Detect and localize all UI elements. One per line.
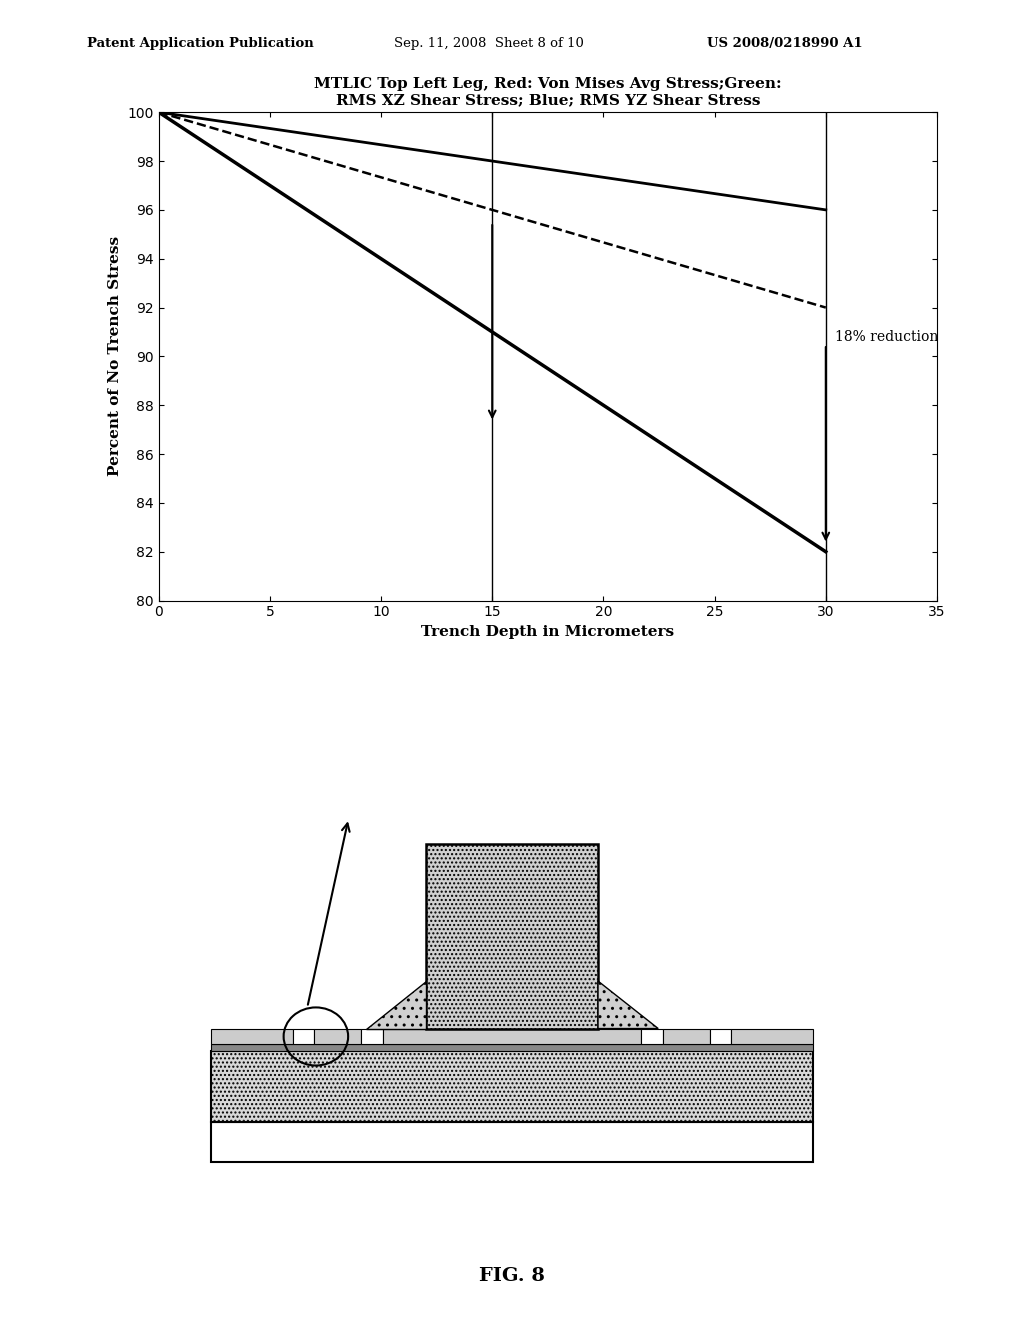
Bar [731,1028,813,1044]
Polygon shape [598,981,658,1028]
Bar [383,1028,641,1044]
Text: FIG. 8: FIG. 8 [479,1267,545,1286]
Text: Sep. 11, 2008  Sheet 8 of 10: Sep. 11, 2008 Sheet 8 of 10 [394,37,584,50]
Bar [641,1028,663,1044]
Y-axis label: Percent of No Trench Stress: Percent of No Trench Stress [108,236,122,477]
Text: 18% reduction: 18% reduction [835,330,938,345]
Bar [211,1044,813,1051]
Text: Patent Application Publication: Patent Application Publication [87,37,313,50]
Bar [314,1028,361,1044]
Text: US 2008/0218990 A1: US 2008/0218990 A1 [707,37,862,50]
Polygon shape [366,981,426,1028]
Bar [211,1051,813,1122]
Bar [293,1028,314,1044]
Bar [710,1028,731,1044]
Bar [663,1028,710,1044]
Title: MTLIC Top Left Leg, Red: Von Mises Avg Stress;Green:
RMS XZ Shear Stress; Blue; : MTLIC Top Left Leg, Red: Von Mises Avg S… [314,77,781,107]
Bar [211,1122,813,1162]
Bar [211,1028,293,1044]
Bar [361,1028,383,1044]
X-axis label: Trench Depth in Micrometers: Trench Depth in Micrometers [421,624,675,639]
Bar [426,843,598,1028]
